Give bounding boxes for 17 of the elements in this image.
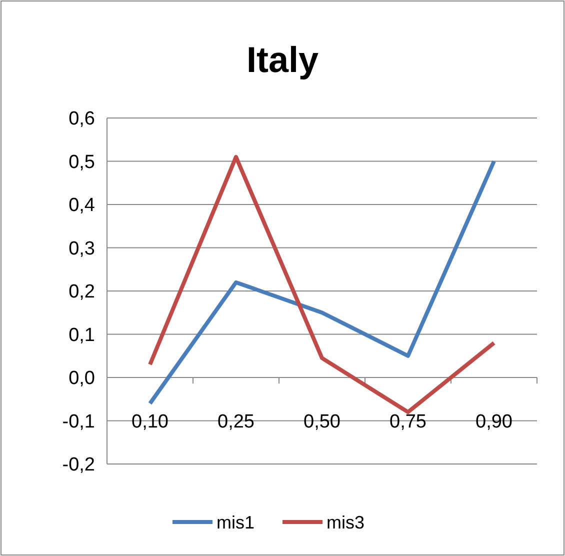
y-tick-label: 0,4 — [68, 195, 96, 216]
y-tick-label: 0,5 — [68, 152, 95, 173]
legend-label: mis3 — [326, 512, 365, 532]
x-tick-label: 0,25 — [218, 412, 254, 432]
y-tick-label: 0,2 — [68, 282, 95, 303]
y-tick-label: 0,6 — [68, 108, 95, 130]
x-tick-label: 0,10 — [132, 412, 168, 432]
y-tick-label: 0,0 — [68, 368, 95, 390]
y-tick-label: 0,3 — [68, 238, 95, 260]
chart-title: Italy — [246, 39, 319, 80]
legend-label: mis1 — [216, 512, 255, 532]
y-tick-label: -0,2 — [62, 454, 95, 476]
y-tick-label: 0,1 — [68, 324, 95, 346]
x-tick-label: 0,75 — [390, 412, 426, 432]
x-tick-label: 0,90 — [476, 412, 512, 432]
y-tick-label: -0,1 — [62, 411, 95, 432]
x-tick-label: 0,50 — [304, 412, 340, 432]
